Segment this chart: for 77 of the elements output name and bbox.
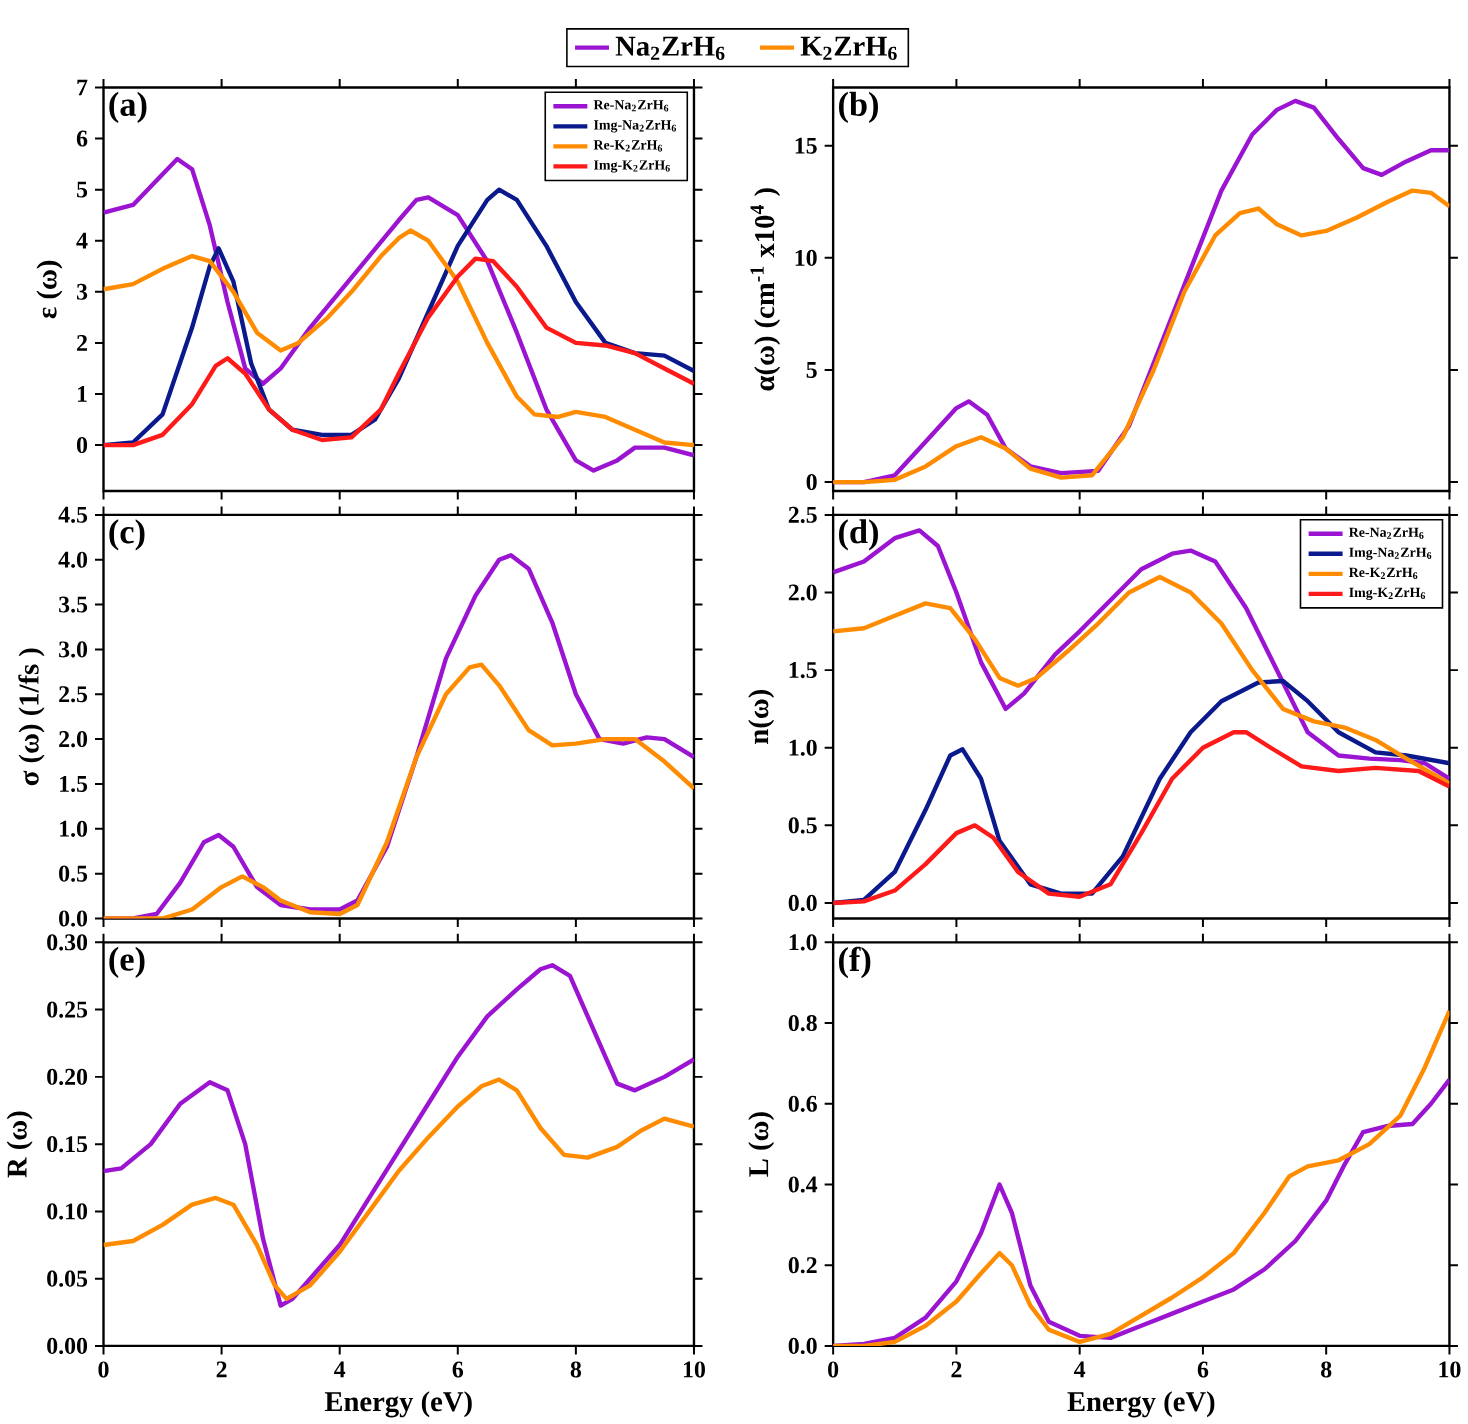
x-tick-label: 4 [1074,1361,1086,1378]
annotation: (e) [109,946,145,978]
y-tick-label: 0.6 [788,1095,817,1112]
y-tick-label: 0.4 [788,1176,818,1193]
line-series [833,188,1450,485]
y-tick-label: 0 [76,437,88,454]
annotation: (a) [109,91,147,123]
y-tick-label: 2.5 [59,686,88,703]
y-tick-label: 0.25 [47,1001,88,1018]
x-tick-label: 0 [98,1361,109,1378]
x-tick-label: 0 [828,1361,839,1378]
x-tick-label: 2 [951,1361,962,1378]
y-tick-label: 6 [76,130,88,147]
y-tick-label: 1 [77,386,87,402]
y-tick-label: 0.0 [59,910,88,927]
y-tick-label: 4.0 [58,551,88,568]
line-series [833,1077,1450,1346]
y-tick-label: 1.0 [60,820,88,837]
y-tick-label: 0.20 [47,1068,88,1085]
y-tick-label: 0.2 [788,1257,817,1274]
annotation: (d) [839,519,878,551]
y-tick-label: 0 [806,474,817,491]
y-tick-label: 0.0 [788,1337,817,1355]
x-tick-label: 8 [570,1361,582,1378]
x-axis-title: Energy (eV) [324,1391,472,1418]
y-tick-label: 4.5 [58,506,88,523]
y-tick-label: 3.5 [59,596,88,613]
y-tick-label: 4 [76,232,88,249]
line-series [833,730,1450,906]
x-tick-label: 2 [216,1361,227,1378]
y-axis-title: α(ω) (cm$^{-1}$ x10$^{4}$ ) [750,188,781,391]
y-axis-title: σ (ω) (1/fs ) [18,648,45,786]
y-tick-label: 1.0 [789,739,817,756]
y-tick-label: 0.15 [47,1136,88,1153]
y-tick-label: 1.5 [60,775,88,793]
y-tick-label: 0.00 [47,1337,88,1355]
x-tick-label: 10 [683,1361,705,1378]
y-tick-label: 3 [76,283,88,300]
y-tick-label: 5 [806,362,817,378]
y-axis-title: ε (ω) [36,260,63,319]
x-tick-label: 10 [1439,1361,1461,1378]
y-tick-label: 0.05 [47,1270,88,1287]
y-axis-title: n(ω) [748,690,775,744]
x-tick-label: 6 [1197,1361,1209,1378]
y-axis-title: L (ω) [748,1112,775,1177]
legend-label: Na$_{2}$ZrH$_{6}$ [615,36,725,61]
line-series [103,156,694,473]
x-axis-title: Energy (eV) [1067,1391,1215,1418]
y-tick-label: 2.0 [59,731,88,748]
y-tick-label: 0.8 [788,1014,817,1032]
y-tick-label: 1.5 [789,662,817,679]
y-tick-label: 3.0 [59,641,88,658]
x-tick-label: 6 [452,1361,464,1378]
line-series [103,662,694,919]
y-tick-label: 0.0 [788,894,817,912]
line-series [103,187,694,448]
y-tick-label: 2.0 [788,584,817,601]
y-tick-label: 0.5 [788,817,817,834]
y-tick-label: 2 [77,334,87,351]
x-tick-label: 8 [1321,1361,1332,1378]
line-series [103,1077,694,1302]
line-series [833,678,1450,906]
annotation: (c) [109,519,145,551]
y-tick-label: 0.5 [59,865,88,882]
x-tick-label: 4 [334,1361,346,1378]
y-tick-label: 0.10 [47,1203,88,1220]
y-tick-label: 10 [795,249,817,266]
annotation: (b) [839,91,878,123]
legend-label: K$_{2}$ZrH$_{6}$ [800,36,897,61]
annotation: (f) [839,946,871,979]
y-axis-title: R (ω) [6,1111,33,1178]
y-tick-label: 5 [77,181,88,198]
y-tick-label: 7 [77,79,88,96]
y-tick-label: 2.5 [788,506,817,523]
y-tick-label: 0.30 [47,934,88,951]
y-tick-label: 15 [795,137,817,154]
y-tick-label: 1.0 [789,934,817,951]
